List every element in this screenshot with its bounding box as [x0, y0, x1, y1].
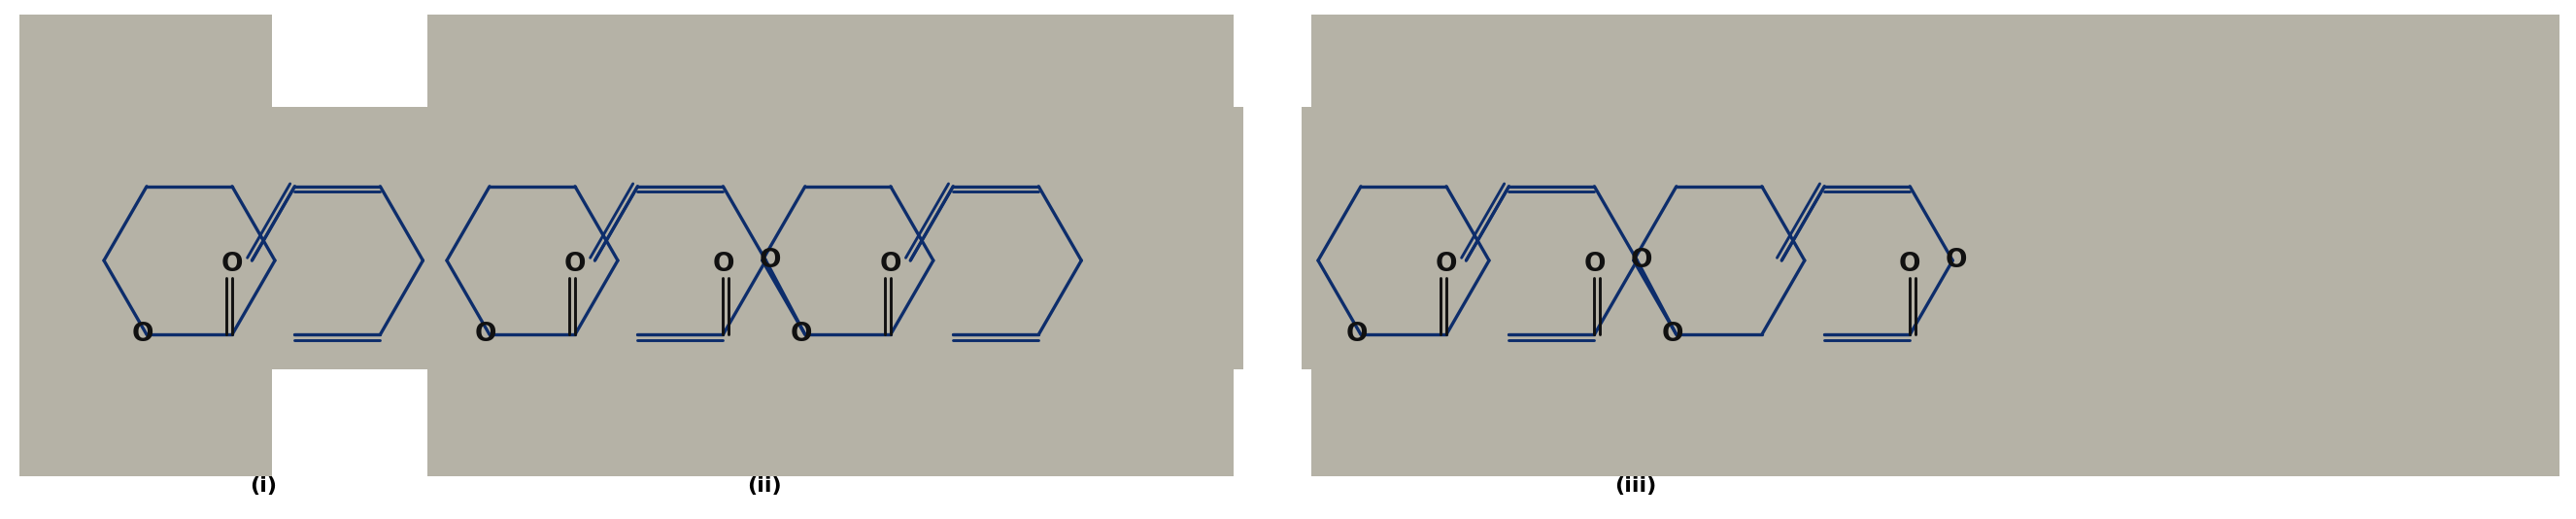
Bar [273, 370, 428, 476]
Text: (iii): (iii) [1615, 476, 1656, 496]
Text: O: O [1945, 248, 1968, 273]
Bar [1234, 370, 1311, 476]
Text: O: O [791, 322, 811, 347]
Bar [1234, 15, 1311, 107]
Text: O: O [1631, 248, 1651, 273]
Text: (ii): (ii) [747, 476, 781, 496]
Bar [1301, 15, 2561, 476]
Text: O: O [1899, 252, 1922, 277]
Text: O: O [222, 252, 242, 277]
Text: O: O [1662, 322, 1685, 347]
Bar [273, 15, 428, 107]
Text: O: O [1584, 252, 1605, 277]
Text: O: O [878, 252, 902, 277]
Bar [417, 15, 1244, 476]
Bar [21, 15, 670, 476]
Text: O: O [131, 322, 155, 347]
Text: O: O [711, 252, 734, 277]
Text: (i): (i) [250, 476, 278, 496]
Text: O: O [474, 322, 497, 347]
Text: O: O [1347, 322, 1368, 347]
Text: O: O [760, 248, 781, 273]
Text: O: O [564, 252, 585, 277]
Text: O: O [1435, 252, 1458, 277]
